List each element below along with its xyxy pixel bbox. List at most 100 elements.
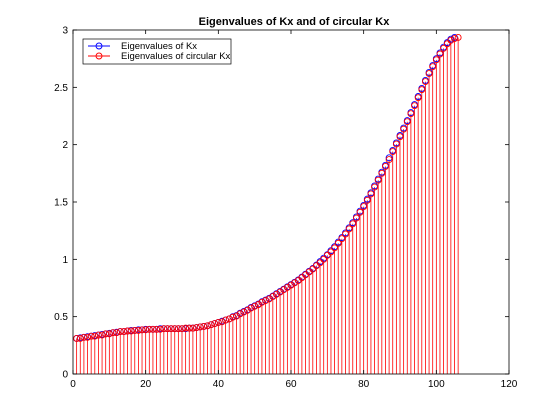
circular-kx-eigenvalue-point (189, 324, 197, 332)
y-tick-label: 0 (62, 370, 68, 381)
circular-kx-eigenvalue-point (214, 318, 222, 326)
circular-kx-eigenvalue-point (338, 235, 346, 243)
circular-kx-eigenvalue-point (265, 295, 273, 303)
circular-kx-eigenvalue-point (414, 94, 422, 102)
circular-kx-eigenvalue-point (392, 140, 400, 148)
circular-kx-eigenvalue-point (145, 325, 153, 333)
circular-kx-eigenvalue-point (156, 325, 164, 333)
circular-kx-eigenvalue-point (389, 148, 397, 155)
circular-kx-eigenvalue-point (447, 36, 455, 44)
circular-kx-eigenvalue-point (334, 239, 342, 247)
circular-kx-eigenvalue-point (164, 325, 171, 333)
circular-kx-eigenvalue-point (91, 332, 99, 340)
circular-kx-eigenvalue-point (287, 281, 295, 289)
circular-kx-eigenvalue-point (360, 203, 368, 211)
circular-kx-eigenvalue-point (436, 50, 444, 58)
y-tick-label: 1 (62, 255, 68, 266)
circular-kx-eigenvalue-point (207, 321, 215, 329)
circular-kx-eigenvalue-point (400, 125, 408, 133)
circular-kx-eigenvalue-point (102, 330, 110, 338)
circular-kx-eigenvalue-point (331, 244, 339, 252)
circular-kx-eigenvalue-point (254, 301, 262, 309)
circular-kx-eigenvalue-point (269, 293, 277, 301)
circular-kx-eigenvalue-point (131, 326, 139, 334)
circular-kx-eigenvalue-point (196, 323, 204, 331)
circular-kx-eigenvalue-point (113, 329, 121, 337)
circular-kx-eigenvalue-point (374, 176, 382, 184)
circular-kx-eigenvalue-point (80, 333, 88, 341)
circular-kx-eigenvalue-point (116, 328, 124, 336)
circular-kx-eigenvalue-point (316, 259, 324, 267)
circular-kx-eigenvalue-point (418, 86, 426, 94)
circular-kx-eigenvalue-point (283, 283, 291, 291)
x-tick-label: 20 (140, 379, 152, 390)
circular-kx-eigenvalue-point (185, 324, 193, 332)
circular-kx-eigenvalue-point (454, 34, 462, 41)
circular-kx-eigenvalue-point (403, 118, 411, 126)
circular-kx-eigenvalue-point (153, 325, 161, 333)
circular-kx-eigenvalue-point (247, 304, 255, 312)
circular-kx-eigenvalue-point (367, 190, 375, 198)
circular-kx-eigenvalue-point (385, 156, 393, 164)
circular-kx-eigenvalue-point (84, 333, 91, 341)
circular-kx-eigenvalue-point (134, 326, 142, 334)
x-tick-label: 60 (285, 379, 297, 390)
circular-kx-eigenvalue-point (323, 251, 331, 259)
circular-kx-eigenvalue-point (258, 298, 266, 306)
circular-kx-eigenvalue-point (171, 325, 179, 333)
circular-kx-eigenvalue-point (233, 312, 240, 320)
circular-kx-eigenvalue-point (243, 306, 251, 314)
circular-kx-eigenvalue-point (378, 169, 386, 177)
chart-title: Eigenvalues of Kx and of circular Kx (199, 16, 391, 28)
circular-kx-eigenvalue-point (73, 335, 81, 342)
circular-kx-eigenvalue-point (349, 220, 357, 228)
circular-kx-eigenvalue-point (273, 290, 280, 298)
circular-kx-eigenvalue-point (193, 324, 200, 332)
circular-kx-eigenvalue-point (309, 265, 317, 273)
stems-layer (76, 37, 459, 374)
y-tick-label: 1.5 (54, 198, 68, 209)
circular-kx-eigenvalue-point (276, 288, 284, 296)
circular-kx-eigenvalue-point (225, 315, 233, 323)
x-tick-label: 100 (428, 379, 445, 390)
circular-kx-eigenvalue-point (262, 297, 270, 305)
circular-kx-eigenvalue-point (174, 325, 182, 333)
circular-kx-eigenvalue-point (240, 308, 248, 316)
circular-kx-eigenvalue-point (149, 325, 157, 333)
circular-kx-eigenvalue-point (342, 230, 349, 238)
y-tick-label: 2 (62, 140, 68, 151)
circular-kx-eigenvalue-point (94, 331, 102, 339)
circular-kx-eigenvalue-point (345, 225, 353, 233)
y-tick-label: 0.5 (54, 312, 68, 323)
circular-kx-eigenvalue-point (203, 322, 211, 330)
circular-kx-eigenvalue-point (120, 328, 128, 336)
circular-kx-eigenvalue-point (127, 327, 135, 335)
circular-kx-eigenvalue-point (138, 326, 146, 334)
x-tick-label: 80 (358, 379, 370, 390)
circular-kx-eigenvalue-point (411, 102, 418, 110)
circular-kx-eigenvalue-point (327, 248, 335, 256)
circular-kx-eigenvalue-point (356, 208, 364, 216)
circular-kx-eigenvalue-point (87, 332, 95, 340)
circular-kx-eigenvalue-point (124, 327, 131, 335)
circular-kx-eigenvalue-point (451, 35, 458, 43)
circular-kx-eigenvalue-point (425, 70, 433, 78)
circular-kx-eigenvalue-point (251, 302, 259, 310)
x-tick-label: 40 (213, 379, 225, 390)
axes-layer: 0 20 40 60 80 100 120 0 0.5 1 1.5 2 2.5 3 (54, 26, 518, 391)
circular-kx-eigenvalue-point (229, 313, 237, 321)
circular-kx-eigenvalue-point (142, 326, 150, 334)
circular-kx-eigenvalue-point (160, 325, 168, 333)
circular-kx-eigenvalue-point (218, 318, 226, 326)
legend-marker (95, 52, 103, 60)
circular-kx-eigenvalue-point (320, 255, 328, 263)
markers-layer (73, 34, 462, 342)
circular-kx-eigenvalue-point (98, 331, 106, 339)
circular-kx-eigenvalue-point (76, 335, 84, 342)
circular-kx-eigenvalue-point (280, 286, 288, 294)
x-tick-label: 0 (70, 379, 76, 390)
circular-kx-eigenvalue-point (291, 279, 299, 287)
circular-kx-eigenvalue-point (182, 324, 190, 332)
